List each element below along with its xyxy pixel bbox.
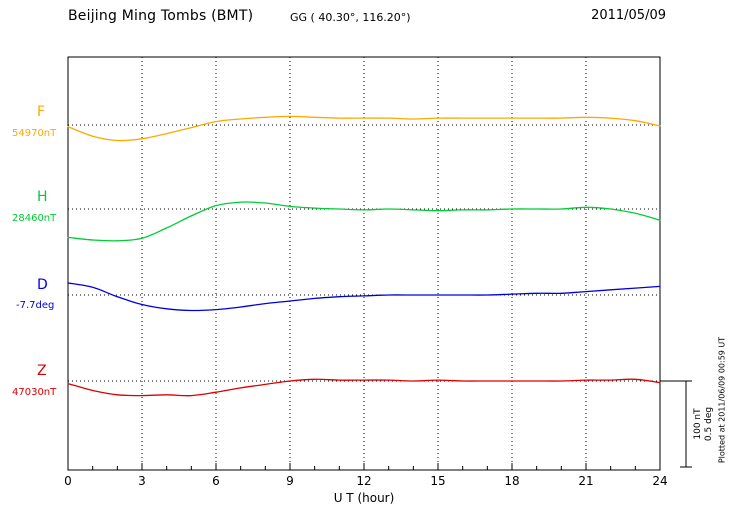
scale-bar-label-nt: 100 nT [693,408,703,440]
series-Z-line [67,378,661,397]
station-coordinates: GG ( 40.30°, 116.20°) [290,11,411,24]
plot-date: 2011/05/09 [591,8,666,23]
series-H-line [67,201,661,242]
trace-baseline-D: -7.7deg [16,300,55,311]
trace-baseline-H: 28460nT [12,213,57,224]
scale-bar-label-deg: 0.5 deg [704,406,714,442]
series-D-line [67,282,661,312]
trace-label-H: H [37,189,48,205]
trace-label-D: D [37,277,48,293]
x-axis-label: U T (hour) [333,491,395,505]
series-F-line [67,115,661,142]
trace-baseline-Z: 47030nT [12,387,57,398]
plotted-at-note: Plotted at 2011/06/09 00:59 UT [717,336,727,464]
trace-baseline-F: 54970nT [12,128,57,139]
station-title: Beijing Ming Tombs (BMT) [68,8,254,24]
trace-label-Z: Z [37,363,47,379]
trace-label-F: F [37,104,46,120]
plot-border [67,56,661,471]
